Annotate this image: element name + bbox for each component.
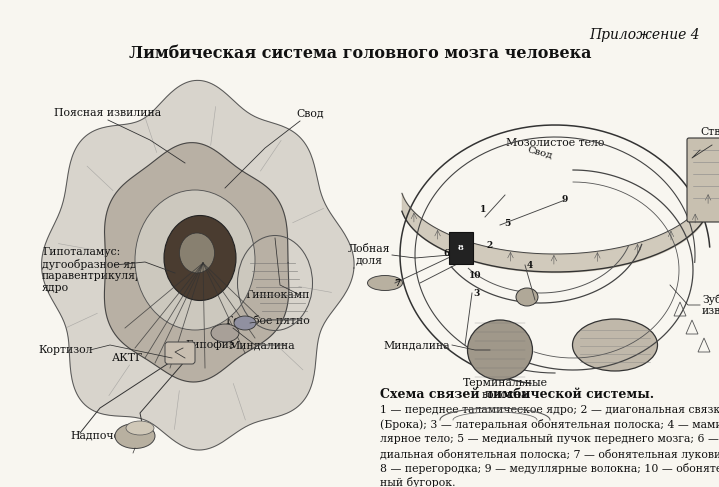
Ellipse shape xyxy=(572,319,657,371)
Polygon shape xyxy=(42,80,354,450)
Ellipse shape xyxy=(164,216,236,300)
FancyBboxPatch shape xyxy=(449,232,473,264)
Text: 1 — переднее таламическое ядро; 2 — диагональная связка: 1 — переднее таламическое ядро; 2 — диаг… xyxy=(380,405,719,415)
Ellipse shape xyxy=(467,320,533,380)
Text: Гипофиз: Гипофиз xyxy=(185,339,234,350)
Text: Гиппокамп: Гиппокамп xyxy=(246,290,310,300)
Text: 5: 5 xyxy=(504,219,510,227)
Text: Мозолистое тело: Мозолистое тело xyxy=(505,138,604,148)
Text: АКТГ: АКТГ xyxy=(112,353,144,363)
Ellipse shape xyxy=(367,276,403,291)
Text: Терминальные
волокна: Терминальные волокна xyxy=(462,378,547,400)
Text: диальная обонятельная полоска; 7 — обонятельная луковица;: диальная обонятельная полоска; 7 — обоня… xyxy=(380,449,719,460)
Text: Гипоталамус:
дугообразное ядро
паравентрикулярное
ядро: Гипоталамус: дугообразное ядро паравентр… xyxy=(42,247,163,293)
Text: 10: 10 xyxy=(469,270,481,280)
Text: (Брока); 3 — латеральная обонятельная полоска; 4 — мамил-: (Брока); 3 — латеральная обонятельная по… xyxy=(380,419,719,431)
Text: 8: 8 xyxy=(458,244,464,252)
Ellipse shape xyxy=(234,316,256,330)
Text: Миндалина: Миндалина xyxy=(229,340,295,350)
Text: Лобная
доля: Лобная доля xyxy=(347,244,390,266)
Text: 2: 2 xyxy=(487,241,493,249)
Text: Схема связей лимбической системы.: Схема связей лимбической системы. xyxy=(380,388,654,401)
Text: 4: 4 xyxy=(527,261,533,269)
Text: Приложение 4: Приложение 4 xyxy=(590,28,700,42)
Text: 8 — перегородка; 9 — медуллярные волокна; 10 — обонятель-: 8 — перегородка; 9 — медуллярные волокна… xyxy=(380,463,719,474)
Ellipse shape xyxy=(135,190,255,330)
Text: Голубое пятно: Голубое пятно xyxy=(226,315,310,325)
Text: ный бугорок.: ный бугорок. xyxy=(380,477,456,487)
Ellipse shape xyxy=(115,424,155,449)
Text: 3: 3 xyxy=(474,288,480,298)
Text: Свод: Свод xyxy=(526,145,554,160)
Text: Зубчатая
извилина: Зубчатая извилина xyxy=(702,294,719,316)
Text: Свод: Свод xyxy=(296,108,324,118)
Text: 6: 6 xyxy=(444,248,450,258)
Text: 7: 7 xyxy=(394,279,400,287)
Text: Кортизол: Кортизол xyxy=(38,345,93,355)
Text: Поясная извилина: Поясная извилина xyxy=(55,108,162,118)
Text: лярное тело; 5 — медиальный пучок переднего мозга; 6 — ме-: лярное тело; 5 — медиальный пучок передн… xyxy=(380,434,719,444)
FancyBboxPatch shape xyxy=(687,138,719,222)
Text: Гиппокамп: Гиппокамп xyxy=(588,345,652,355)
Polygon shape xyxy=(104,143,289,382)
Ellipse shape xyxy=(516,288,538,306)
Text: Лимбическая система головного мозга человека: Лимбическая система головного мозга чело… xyxy=(129,45,591,62)
Text: Ствол
мозга: Ствол мозга xyxy=(700,127,719,149)
FancyBboxPatch shape xyxy=(165,342,195,364)
Ellipse shape xyxy=(180,233,214,273)
Ellipse shape xyxy=(126,421,154,435)
Text: Надпочечник: Надпочечник xyxy=(70,430,150,440)
Text: 9: 9 xyxy=(562,195,568,205)
Ellipse shape xyxy=(211,324,239,342)
Text: 1: 1 xyxy=(480,206,486,214)
Text: Миндалина: Миндалина xyxy=(383,340,450,350)
